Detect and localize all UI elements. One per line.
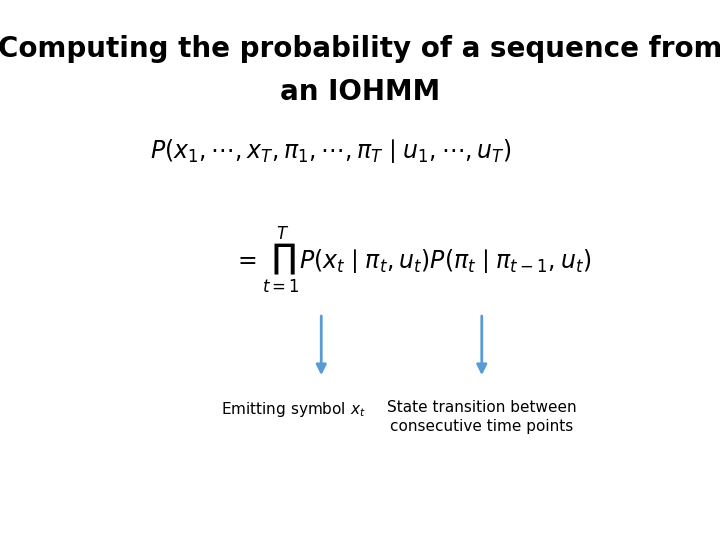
Text: Emitting symbol $x_t$: Emitting symbol $x_t$	[221, 400, 366, 419]
Text: $= \prod_{t=1}^{T} P(x_t \mid \pi_t, u_t) P(\pi_t \mid \pi_{t-1}, u_t)$: $= \prod_{t=1}^{T} P(x_t \mid \pi_t, u_t…	[233, 224, 591, 295]
Text: Computing the probability of a sequence from: Computing the probability of a sequence …	[0, 35, 720, 63]
Text: $P(x_1, \cdots, x_T, \pi_1, \cdots, \pi_T \mid u_1, \cdots, u_T)$: $P(x_1, \cdots, x_T, \pi_1, \cdots, \pi_…	[150, 137, 511, 165]
Text: an IOHMM: an IOHMM	[280, 78, 440, 106]
Text: State transition between
consecutive time points: State transition between consecutive tim…	[387, 400, 577, 434]
